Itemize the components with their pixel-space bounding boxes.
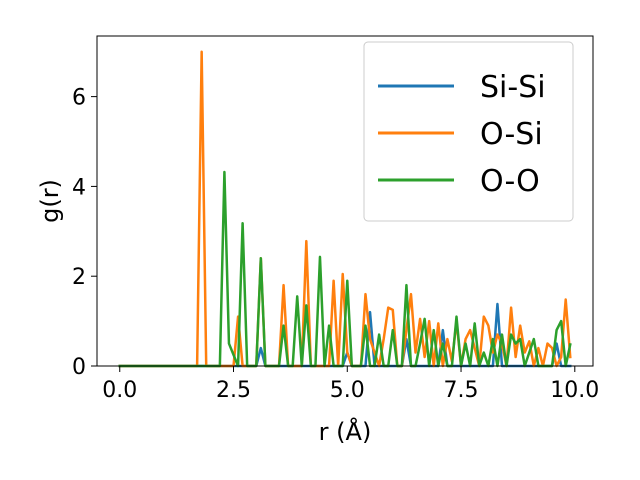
x-axis-label: r (Å) — [319, 417, 372, 446]
x-tick-label: 7.5 — [444, 378, 479, 403]
y-axis-label: g(r) — [36, 179, 64, 223]
legend-items: Si-Si O-Si O-O — [378, 70, 546, 199]
y-tick-label: 4 — [72, 175, 86, 200]
series-line-o-si — [118, 50, 572, 368]
x-tick-label: 2.5 — [216, 378, 251, 403]
x-tick-label: 10.0 — [550, 378, 599, 403]
y-ticks: 0 2 4 6 — [72, 86, 97, 380]
y-tick-label: 0 — [72, 355, 86, 380]
legend-label-si-si: Si-Si — [480, 70, 546, 105]
legend-label-o-si: O-Si — [480, 117, 543, 152]
y-tick-label: 6 — [72, 86, 86, 111]
x-tick-label: 5.0 — [330, 378, 365, 403]
plot-frame — [96, 35, 594, 367]
legend-label-o-o: O-O — [480, 164, 540, 199]
legend: Si-Si O-Si O-O — [363, 41, 574, 222]
x-ticks: 0.0 2.5 5.0 7.5 10.0 — [102, 366, 599, 403]
x-tick-label: 0.0 — [102, 378, 137, 403]
y-tick-label: 2 — [72, 265, 86, 290]
